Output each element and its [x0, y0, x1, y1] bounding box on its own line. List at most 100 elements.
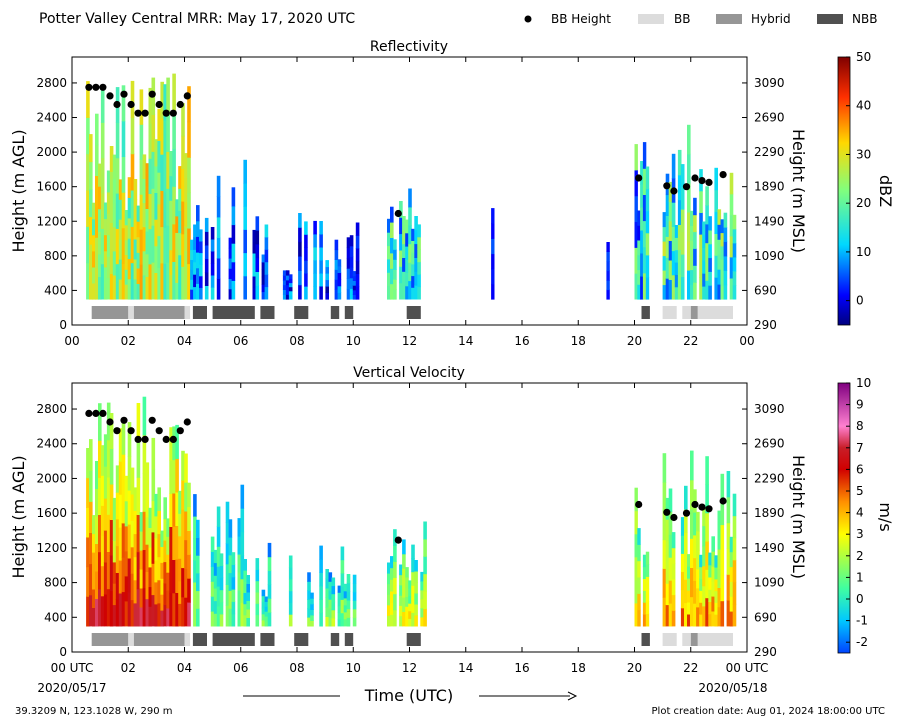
field-cell [127, 592, 132, 627]
field-cell [387, 573, 391, 585]
field-cell [130, 262, 135, 300]
field-cell [340, 573, 345, 587]
field-cell [112, 226, 117, 252]
field-cell [127, 217, 132, 239]
field-cell [181, 480, 185, 510]
field-cell [145, 163, 150, 187]
field-cell [163, 120, 167, 157]
field-cell [95, 175, 99, 207]
field-cell [420, 589, 424, 600]
field-cell [693, 214, 697, 233]
field-cell [402, 582, 406, 598]
legend-bb-height-label: BB Height [551, 12, 611, 26]
field-cell [187, 482, 191, 508]
field-cell [411, 228, 415, 241]
field-cell [671, 202, 676, 227]
field-cell [714, 555, 718, 568]
field-cell [634, 487, 638, 512]
y2-tick-label: 3090 [754, 402, 785, 416]
field-cell [228, 590, 233, 609]
field-cell [411, 544, 415, 559]
bb-height-point [113, 427, 121, 435]
field-cell [390, 567, 394, 580]
field-cell [109, 146, 114, 172]
field-cell [178, 254, 182, 278]
field-cell [313, 273, 317, 287]
field-cell [187, 192, 191, 229]
field-cell [677, 274, 682, 300]
field-cell [732, 214, 737, 230]
field-cell [210, 263, 215, 276]
field-cell [668, 580, 673, 604]
field-cell [390, 556, 394, 569]
bb-height-point [141, 109, 149, 117]
field-cell [127, 558, 132, 593]
field-cell [708, 577, 712, 590]
field-cell [340, 599, 345, 614]
field-cell [124, 284, 129, 300]
field-cell [130, 153, 135, 191]
field-cell [732, 537, 737, 561]
field-cell [124, 500, 129, 527]
field-cell [133, 579, 138, 604]
field-cell [92, 589, 96, 608]
field-cell [100, 565, 105, 597]
y-tick-label: 1200 [36, 541, 67, 555]
field-cell [319, 612, 323, 627]
field-cell [204, 258, 209, 273]
field-cell [402, 611, 406, 627]
field-cell [246, 600, 250, 610]
field-cell [204, 285, 209, 300]
field-cell [690, 479, 694, 510]
field-cell [634, 144, 638, 171]
field-cell [684, 532, 688, 557]
field-cell [169, 592, 173, 627]
field-cell [732, 228, 737, 244]
field-cell [127, 197, 132, 219]
field-cell [219, 601, 224, 615]
field-cell [304, 260, 308, 274]
field-cell [606, 261, 610, 272]
field-cell [121, 488, 126, 524]
field-cell [319, 585, 323, 600]
field-cell [89, 594, 93, 627]
legend-bb-swatch [638, 14, 664, 24]
field-cell [331, 593, 336, 603]
field-cell [414, 271, 418, 286]
field-cell [690, 210, 694, 226]
field-cell [328, 590, 333, 600]
field-cell [726, 574, 731, 601]
field-cell [169, 225, 173, 251]
field-cell [420, 616, 424, 627]
field-cell [121, 419, 126, 455]
field-cell [213, 587, 218, 602]
field-cell [169, 526, 173, 561]
y2-tick-label: 1090 [754, 249, 785, 263]
field-cell [172, 592, 176, 627]
field-cell [645, 277, 650, 300]
colorbar-tick-label: 10 [856, 245, 871, 259]
field-cell [136, 267, 141, 284]
field-cell [157, 140, 161, 173]
field-cell [199, 287, 203, 300]
bb-height-point [113, 100, 121, 109]
field-cell [136, 514, 141, 553]
field-cell [325, 266, 329, 274]
field-cell [723, 227, 728, 242]
field-cell [172, 148, 176, 187]
field-cell [142, 178, 147, 204]
field-cell [130, 467, 135, 495]
field-cell [190, 289, 194, 300]
field-cell [92, 202, 96, 220]
field-cell [285, 284, 290, 290]
field-cell [178, 188, 182, 211]
field-cell [98, 477, 102, 515]
field-cell [699, 566, 703, 580]
colorbar-tick-label: 7 [856, 441, 864, 455]
field-cell [157, 510, 161, 535]
field-cell [103, 530, 108, 563]
field-cell [640, 230, 644, 254]
field-cell [390, 252, 394, 269]
field-cell [671, 226, 676, 252]
field-cell [387, 604, 391, 616]
